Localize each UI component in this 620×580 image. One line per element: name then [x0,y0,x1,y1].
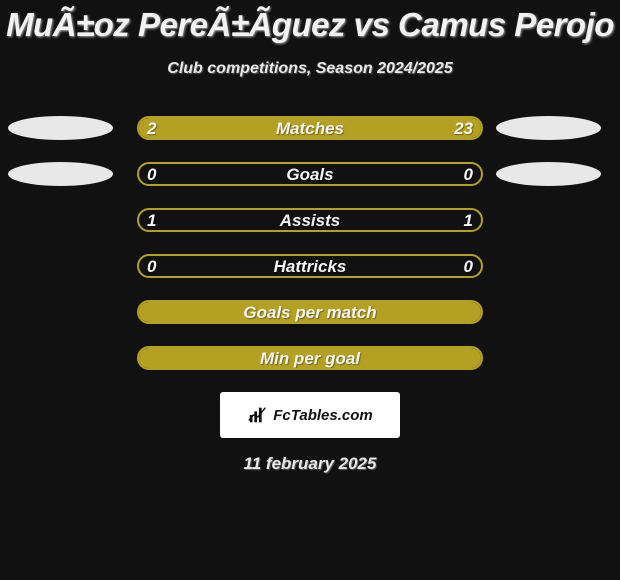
chart-icon [247,404,269,426]
date-text: 11 february 2025 [0,454,620,474]
stat-row: Min per goal [0,346,620,370]
player-badge-right [496,162,601,186]
stat-bar: Goals per match [137,300,483,324]
logo-text: FcTables.com [273,407,372,424]
stat-row: 00Hattricks [0,254,620,278]
stat-label: Hattricks [139,256,481,278]
logo-box: FcTables.com [220,392,400,438]
stat-row: 11Assists [0,208,620,232]
stat-row: 223Matches [0,116,620,140]
stat-bar: 00Hattricks [137,254,483,278]
stat-bar: Min per goal [137,346,483,370]
page: MuÃ±oz PereÃ±Ãguez vs Camus Perojo Club … [0,0,620,580]
stat-label: Assists [139,210,481,232]
stat-label: Goals per match [139,302,481,324]
player-badge-left [8,116,113,140]
stat-row: Goals per match [0,300,620,324]
subtitle: Club competitions, Season 2024/2025 [0,60,620,78]
player-badge-left [8,162,113,186]
stat-bar: 00Goals [137,162,483,186]
page-title: MuÃ±oz PereÃ±Ãguez vs Camus Perojo [0,0,620,44]
stat-rows: 223Matches 00Goals 11Assists 00Hattricks Goa… [0,116,620,370]
stat-label: Matches [139,118,481,140]
stat-label: Goals [139,164,481,186]
player-badge-right [496,116,601,140]
stat-label: Min per goal [139,348,481,370]
stat-bar: 223Matches [137,116,483,140]
stat-bar: 11Assists [137,208,483,232]
stat-row: 00Goals [0,162,620,186]
